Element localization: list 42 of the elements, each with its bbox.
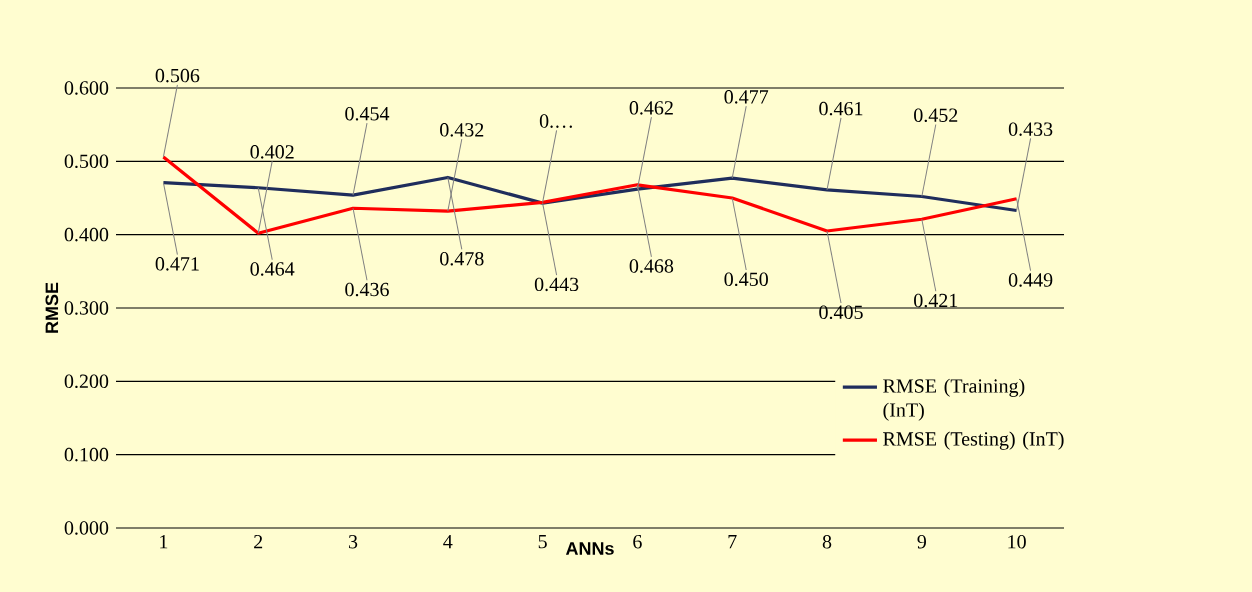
data-label: 0.454 xyxy=(345,106,390,121)
y-axis-title: RMSE xyxy=(45,282,59,333)
data-label: 0.471 xyxy=(155,257,199,271)
data-label: 0.433 xyxy=(1008,122,1053,136)
y-tick-label: 0.100 xyxy=(64,447,109,462)
data-label: 0.436 xyxy=(345,282,389,297)
x-tick-label: 9 xyxy=(917,535,926,549)
x-tick-label: 7 xyxy=(728,535,737,549)
x-tick-label: 5 xyxy=(538,535,547,549)
y-tick-label: 0.500 xyxy=(64,154,109,169)
data-label: 0.468 xyxy=(629,259,674,273)
data-label: 0.452 xyxy=(914,108,958,123)
data-label: 0.405 xyxy=(819,305,863,320)
x-tick-label: 4 xyxy=(443,535,453,549)
x-tick-label: 2 xyxy=(254,535,263,549)
y-tick-label: 0.400 xyxy=(64,227,109,242)
legend-label: RMSE (Training) (InT) xyxy=(883,378,1025,421)
data-label: 0.432 xyxy=(440,123,484,137)
x-axis-title: ANNs xyxy=(565,542,614,555)
y-tick-label: 0.200 xyxy=(64,374,109,389)
data-label: 0.461 xyxy=(819,101,863,116)
data-label: 0.402 xyxy=(250,145,294,159)
data-label: 0.478 xyxy=(440,251,484,266)
data-label: 0.477 xyxy=(724,90,769,104)
x-tick-label: 8 xyxy=(822,535,832,549)
x-tick-label: 1 xyxy=(160,535,168,549)
data-label: 0.450 xyxy=(724,272,768,287)
data-label: 0.421 xyxy=(914,293,958,308)
data-label: 0.449 xyxy=(1008,273,1053,287)
y-tick-label: 0.000 xyxy=(64,521,109,535)
y-tick-label: 0.300 xyxy=(64,301,109,315)
data-label: 0.464 xyxy=(250,262,295,276)
line-series xyxy=(161,175,1019,213)
x-tick-label: 3 xyxy=(348,535,358,549)
x-tick-label: 6 xyxy=(633,535,642,549)
data-label: 0.443 xyxy=(534,277,579,292)
legend-label: RMSE (Testing) (InT) xyxy=(883,431,1064,450)
data-label: 0.… xyxy=(539,114,572,128)
y-tick-label: 0.600 xyxy=(64,81,109,95)
data-label: 0.506 xyxy=(155,68,200,83)
x-tick-label: 10 xyxy=(1008,535,1026,549)
data-label: 0.462 xyxy=(629,101,673,115)
